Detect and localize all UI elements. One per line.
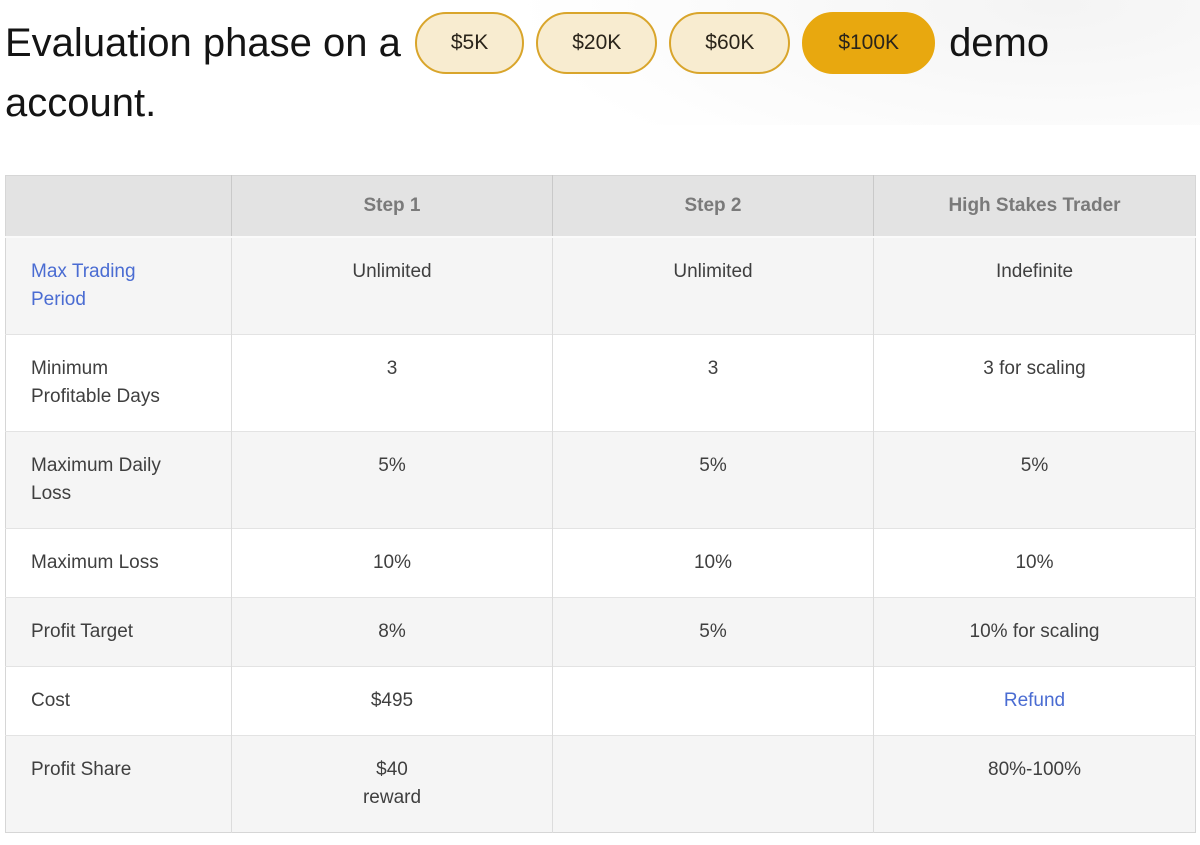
- row-label: Maximum Loss: [31, 552, 159, 573]
- account-size-selector: $5K $20K $60K $100K: [414, 12, 936, 74]
- cell-value-link[interactable]: Refund: [1003, 690, 1066, 711]
- cell-value: 10% for scaling: [969, 621, 1100, 642]
- table-row-cost: Cost $495 Refund: [5, 666, 1196, 736]
- value-cell: [552, 666, 874, 736]
- value-cell: $40 reward: [231, 735, 553, 833]
- value-cell: 10% for scaling: [873, 597, 1196, 667]
- cell-value: 5%: [1020, 455, 1049, 476]
- value-cell: Unlimited: [231, 237, 553, 335]
- row-header-cell: Profit Share: [5, 735, 232, 833]
- header-row: Step 1 Step 2 High Stakes Trader: [5, 175, 1196, 238]
- page-title-suffix: demo: [949, 21, 1050, 65]
- row-header-cell: Cost: [5, 666, 232, 736]
- row-label: Minimum Profitable Days: [31, 358, 160, 407]
- table-row-profit-target: Profit Target 8% 5% 10% for scaling: [5, 597, 1196, 667]
- cell-value: Unlimited: [673, 261, 753, 282]
- row-label: Profit Target: [31, 621, 134, 642]
- value-cell: 5%: [873, 431, 1196, 529]
- table-row-maximum-daily-loss: Maximum Daily Loss 5% 5% 5%: [5, 431, 1196, 529]
- value-cell: 5%: [231, 431, 553, 529]
- row-label: Profit Share: [31, 759, 132, 780]
- account-size-pill-20k[interactable]: $20K: [536, 12, 658, 74]
- page-title-line2: account.: [5, 81, 157, 125]
- row-label: Maximum Daily Loss: [31, 455, 161, 504]
- value-cell: 5%: [552, 431, 874, 529]
- table-row-maximum-loss: Maximum Loss 10% 10% 10%: [5, 528, 1196, 598]
- table-row-profit-share: Profit Share $40 reward 80%-100%: [5, 735, 1196, 833]
- cell-value: Unlimited: [352, 261, 432, 282]
- cell-value: $40 reward: [362, 759, 422, 808]
- row-label: Cost: [31, 690, 71, 711]
- cell-value: 10%: [1015, 552, 1054, 573]
- value-cell: Indefinite: [873, 237, 1196, 335]
- table-row-minimum-profitable-days: Minimum Profitable Days 3 3 3 for scaling: [5, 334, 1196, 432]
- cell-value: Indefinite: [995, 261, 1074, 282]
- value-cell: 10%: [231, 528, 553, 598]
- account-size-pill-5k[interactable]: $5K: [414, 12, 525, 74]
- table-row-max-trading-period: Max Trading Period Unlimited Unlimited Inde…: [5, 237, 1196, 335]
- column-header-step-2: Step 2: [552, 175, 874, 238]
- comparison-table-body: Max Trading Period Unlimited Unlimited Inde…: [5, 237, 1196, 833]
- column-header-empty: [5, 175, 232, 238]
- value-cell: 10%: [552, 528, 874, 598]
- column-header-high-stakes-trader: High Stakes Trader: [873, 175, 1196, 238]
- column-header-step-1: Step 1: [231, 175, 553, 238]
- cell-value: 5%: [699, 621, 727, 642]
- row-header-cell: Minimum Profitable Days: [5, 334, 232, 432]
- value-cell: Refund: [873, 666, 1196, 736]
- cell-value: 5%: [699, 455, 727, 476]
- value-cell: 8%: [231, 597, 553, 667]
- cell-value: 10%: [693, 552, 733, 573]
- cell-value: 3 for scaling: [983, 358, 1086, 379]
- comparison-table-header: Step 1 Step 2 High Stakes Trader: [5, 175, 1196, 238]
- value-cell: $495: [231, 666, 553, 736]
- value-cell: Unlimited: [552, 237, 874, 335]
- cell-value: 80%-100%: [988, 759, 1081, 780]
- row-header-cell: Profit Target: [5, 597, 232, 667]
- page-title-line1: Evaluation phase on a $5K $20K $60K $100K d…: [5, 12, 1192, 74]
- comparison-table: Step 1 Step 2 High Stakes Trader Max Tradi…: [5, 175, 1196, 833]
- cell-value: 3: [386, 358, 398, 379]
- value-cell: 10%: [873, 528, 1196, 598]
- value-cell: 5%: [552, 597, 874, 667]
- account-size-pill-60k[interactable]: $60K: [669, 12, 791, 74]
- value-cell: 80%-100%: [873, 735, 1196, 833]
- value-cell: 3 for scaling: [873, 334, 1196, 432]
- row-header-cell: Maximum Loss: [5, 528, 232, 598]
- page-title-prefix: Evaluation phase on a: [5, 21, 401, 65]
- row-label-link[interactable]: Max Trading Period: [31, 261, 136, 310]
- cell-value: 3: [707, 358, 719, 379]
- row-header-cell: Max Trading Period: [5, 237, 232, 335]
- row-header-cell: Maximum Daily Loss: [5, 431, 232, 529]
- value-cell: 3: [231, 334, 553, 432]
- cell-value: 10%: [372, 552, 412, 573]
- account-size-pill-100k[interactable]: $100K: [802, 12, 936, 74]
- hero-section: Evaluation phase on a $5K $20K $60K $100K d…: [0, 0, 1200, 125]
- cell-value: 5%: [378, 455, 406, 476]
- value-cell: [552, 735, 874, 833]
- cell-value: 8%: [378, 621, 406, 642]
- value-cell: 3: [552, 334, 874, 432]
- cell-value: $495: [370, 690, 414, 711]
